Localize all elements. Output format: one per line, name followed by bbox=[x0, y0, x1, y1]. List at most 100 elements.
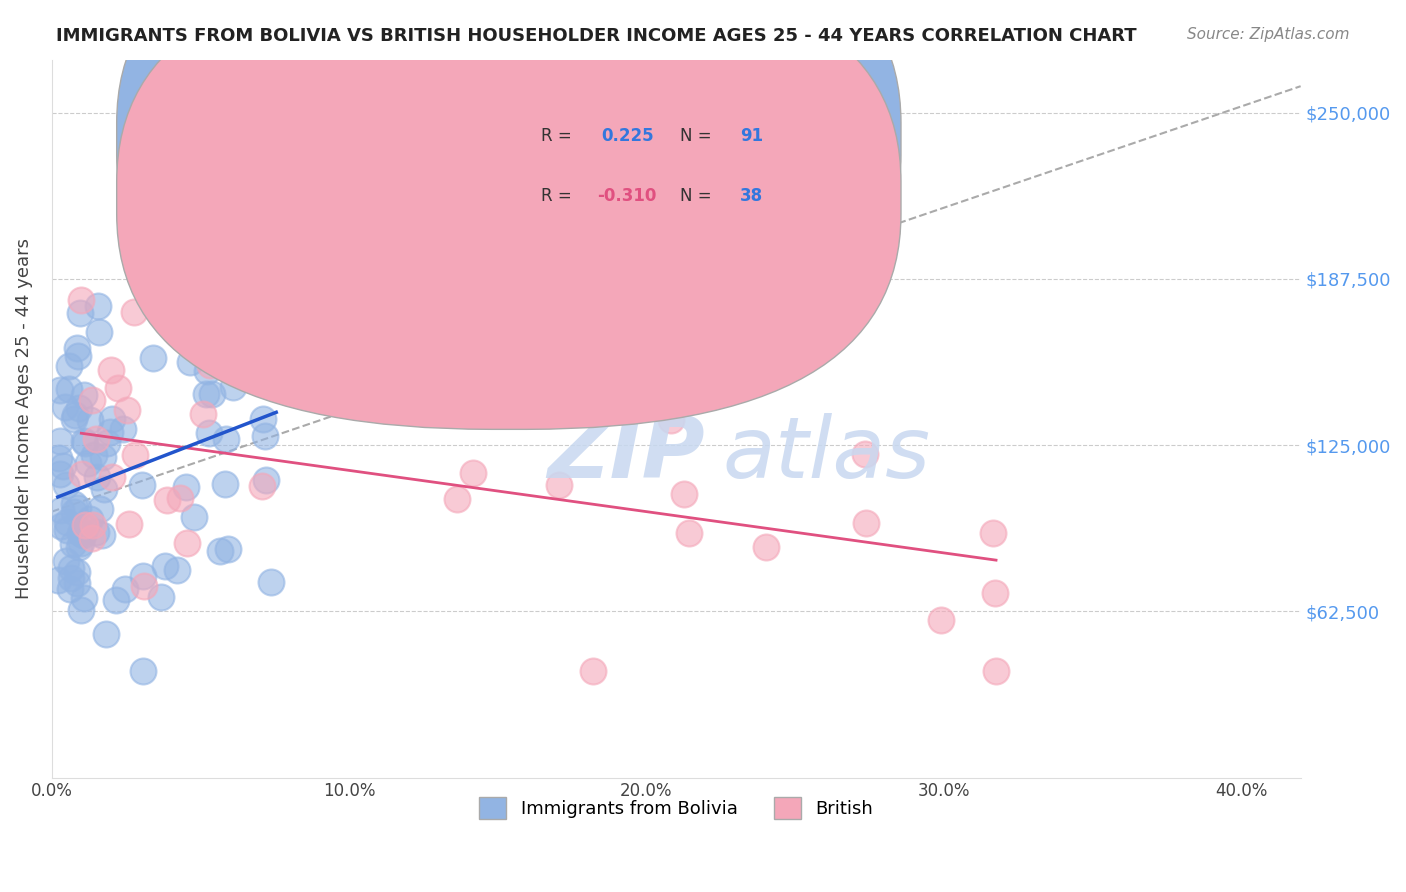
Point bbox=[94, 627, 117, 641]
Point bbox=[142, 351, 165, 365]
Point bbox=[79, 412, 101, 426]
Point bbox=[49, 503, 72, 517]
Point bbox=[254, 428, 277, 442]
Text: N =: N = bbox=[681, 128, 717, 145]
Text: IMMIGRANTS FROM BOLIVIA VS BRITISH HOUSEHOLDER INCOME AGES 25 - 44 YEARS CORRELA: IMMIGRANTS FROM BOLIVIA VS BRITISH HOUSE… bbox=[56, 27, 1137, 45]
Point bbox=[60, 571, 83, 585]
Text: Source: ZipAtlas.com: Source: ZipAtlas.com bbox=[1187, 27, 1350, 42]
Point bbox=[156, 492, 179, 507]
Point bbox=[981, 525, 1004, 540]
Point bbox=[75, 436, 97, 450]
Point bbox=[93, 482, 115, 496]
Point bbox=[73, 387, 96, 401]
Point bbox=[755, 540, 778, 554]
Point bbox=[49, 467, 72, 481]
Point bbox=[70, 602, 93, 616]
Text: -0.310: -0.310 bbox=[598, 187, 657, 205]
Point bbox=[66, 565, 89, 579]
Text: 91: 91 bbox=[740, 128, 763, 145]
Point bbox=[260, 575, 283, 590]
Point bbox=[69, 536, 91, 550]
Point bbox=[132, 569, 155, 583]
Point bbox=[67, 401, 90, 415]
Point bbox=[73, 434, 96, 448]
Point bbox=[218, 541, 240, 556]
Point bbox=[98, 425, 121, 440]
Point bbox=[111, 422, 134, 436]
Point bbox=[548, 477, 571, 491]
Point bbox=[169, 491, 191, 506]
Point bbox=[115, 402, 138, 417]
Point bbox=[96, 435, 118, 450]
Point bbox=[75, 519, 97, 533]
Point bbox=[46, 573, 69, 587]
Point bbox=[83, 448, 105, 462]
Point bbox=[55, 554, 77, 568]
Point bbox=[157, 204, 180, 219]
Point bbox=[254, 473, 277, 487]
Point bbox=[929, 613, 952, 627]
Point bbox=[114, 582, 136, 596]
Point bbox=[166, 326, 188, 341]
Point bbox=[124, 448, 146, 462]
Point bbox=[984, 664, 1007, 678]
Point bbox=[55, 477, 77, 491]
Y-axis label: Householder Income Ages 25 - 44 years: Householder Income Ages 25 - 44 years bbox=[15, 238, 32, 599]
Point bbox=[252, 479, 274, 493]
Point bbox=[247, 282, 270, 296]
Text: R =: R = bbox=[541, 187, 578, 205]
Point bbox=[131, 478, 153, 492]
Point bbox=[581, 664, 603, 678]
Point bbox=[174, 479, 197, 493]
Point bbox=[101, 470, 124, 484]
Point bbox=[63, 497, 86, 511]
Point bbox=[183, 509, 205, 524]
Point bbox=[711, 372, 734, 386]
Point bbox=[84, 525, 107, 540]
Point bbox=[252, 412, 274, 426]
Point bbox=[69, 306, 91, 320]
Text: ZIP: ZIP bbox=[547, 413, 704, 496]
Point bbox=[853, 447, 876, 461]
Point bbox=[72, 524, 94, 539]
Point bbox=[212, 347, 235, 361]
Point bbox=[215, 433, 238, 447]
Point bbox=[90, 527, 112, 541]
Point bbox=[104, 593, 127, 607]
Point bbox=[58, 382, 80, 396]
Point bbox=[80, 392, 103, 407]
Point bbox=[70, 293, 93, 308]
Point bbox=[48, 383, 70, 397]
Point bbox=[63, 412, 86, 426]
Point bbox=[53, 400, 76, 414]
Point bbox=[166, 563, 188, 577]
Point bbox=[62, 537, 84, 551]
Point bbox=[63, 505, 86, 519]
Point bbox=[118, 516, 141, 531]
Text: 38: 38 bbox=[740, 187, 763, 205]
Point bbox=[91, 450, 114, 464]
Point bbox=[134, 579, 156, 593]
Point bbox=[70, 526, 93, 541]
Point bbox=[179, 355, 201, 369]
Point bbox=[678, 525, 700, 540]
Point bbox=[49, 519, 72, 533]
Point bbox=[66, 576, 89, 591]
Point bbox=[86, 470, 108, 484]
Point bbox=[70, 467, 93, 481]
Point bbox=[209, 544, 232, 558]
Point bbox=[63, 409, 86, 423]
Text: 0.225: 0.225 bbox=[602, 128, 654, 145]
Point bbox=[176, 311, 198, 326]
Point bbox=[446, 492, 468, 507]
Point bbox=[124, 304, 146, 318]
Point bbox=[52, 459, 75, 474]
Point bbox=[195, 386, 218, 401]
Point bbox=[673, 486, 696, 500]
Point bbox=[79, 512, 101, 526]
Point bbox=[49, 434, 72, 448]
Point bbox=[59, 582, 82, 597]
Point bbox=[66, 341, 89, 355]
FancyBboxPatch shape bbox=[464, 129, 858, 243]
Text: R =: R = bbox=[541, 128, 578, 145]
